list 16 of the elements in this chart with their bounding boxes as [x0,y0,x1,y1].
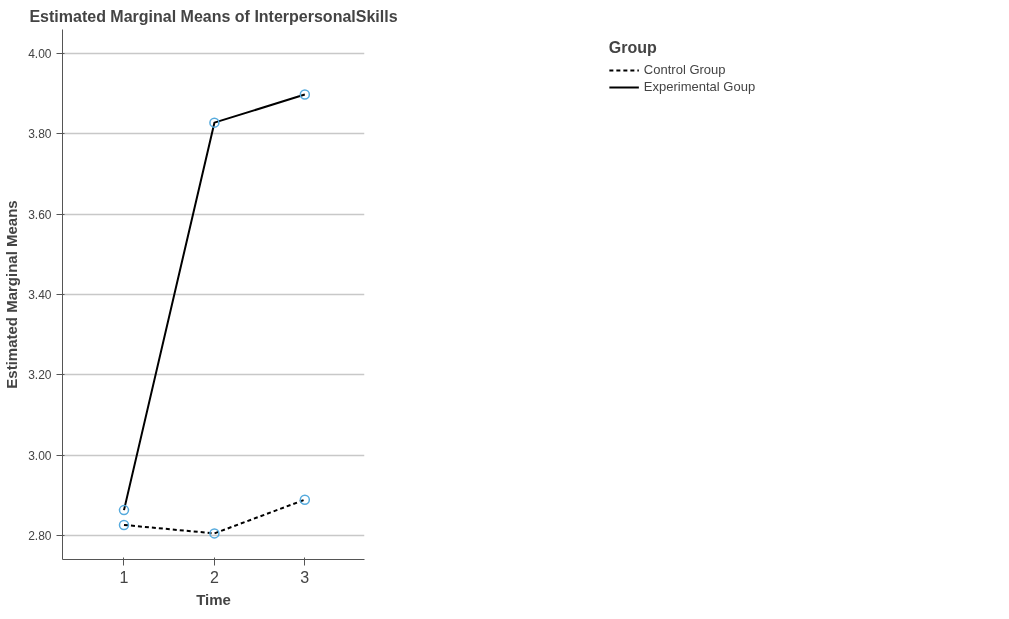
x-tick-label: 3 [300,568,310,586]
y-tick-label: 3.00 [28,448,52,463]
y-tick-label: 3.60 [28,207,52,222]
legend-label: Experimental Goup [643,79,756,94]
legend-title: Group [608,39,658,57]
y-tick-label: 2.80 [28,528,52,543]
x-axis-title: Time [196,590,231,608]
x-tick-label: 2 [209,568,219,586]
y-tick-label: 4.00 [28,47,52,62]
chart-title: Estimated Marginal Means of InterpersonalSkills [29,7,398,25]
y-tick-label: 3.80 [28,127,52,142]
x-tick-label: 1 [119,568,129,586]
y-axis-title: Estimated Marginal Means [3,200,21,389]
y-tick-label: 3.40 [28,288,52,302]
legend-label: Control Group [643,62,726,77]
y-tick-label: 3.20 [28,368,52,383]
